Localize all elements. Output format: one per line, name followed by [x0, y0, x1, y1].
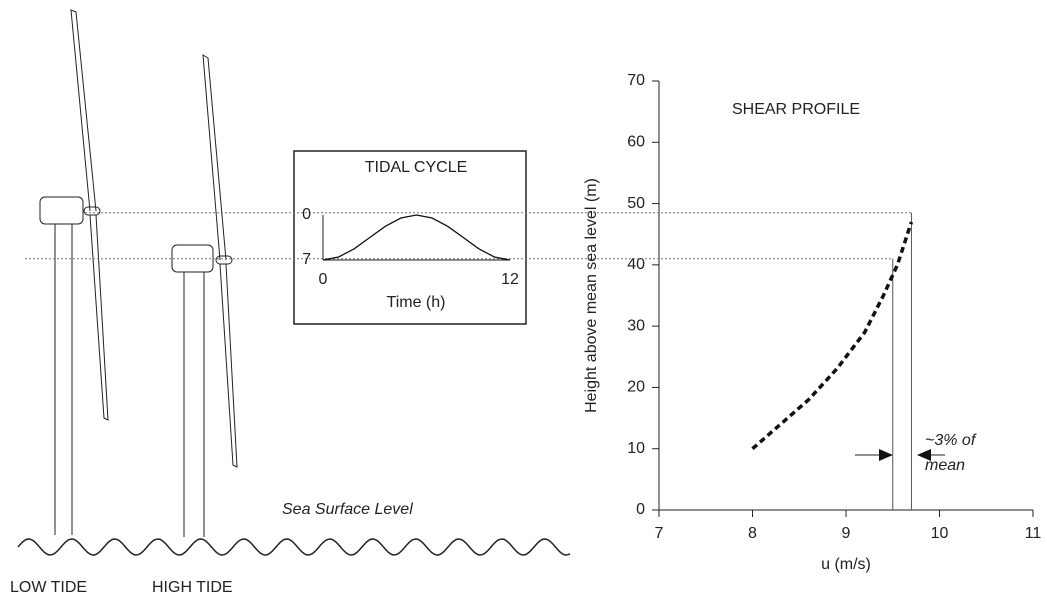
- y-tick-label: 10: [627, 440, 645, 457]
- high-tide-turbine: [171, 54, 238, 537]
- x-tick-label: 12: [501, 271, 519, 288]
- y-tick-label: 20: [627, 379, 645, 396]
- inset-title: TIDAL CYCLE: [365, 159, 468, 176]
- x-axis-label: u (m/s): [821, 556, 871, 573]
- y-axis-label: Height above mean sea level (m): [583, 178, 600, 413]
- low-tide-turbine: [39, 9, 109, 535]
- y-tick-label: 40: [627, 256, 645, 273]
- y-tick-label: 60: [627, 134, 645, 151]
- inset-x-label: Time (h): [387, 294, 446, 311]
- y-tick-label: 0: [302, 206, 311, 223]
- sea-waves: [17, 538, 571, 556]
- tidal-inset-box: [293, 150, 527, 325]
- y-tick-label: 30: [627, 317, 645, 334]
- sea-surface-label: Sea Surface Level: [282, 501, 413, 518]
- annotation: mean: [925, 457, 965, 474]
- x-tick-label: 10: [931, 525, 949, 542]
- y-tick-label: 50: [627, 195, 645, 212]
- y-tick-label: 0: [636, 501, 645, 518]
- annotation-arrows: [855, 449, 945, 461]
- y-tick-label: 70: [627, 72, 645, 89]
- x-tick-label: 7: [655, 525, 664, 542]
- high-tide-label: HIGH TIDE: [152, 579, 233, 596]
- y-tick-label: 7: [302, 251, 311, 268]
- x-tick-label: 0: [319, 271, 328, 288]
- annotation: ~3% of: [925, 432, 977, 449]
- chart-title: SHEAR PROFILE: [732, 101, 860, 118]
- x-tick-label: 9: [842, 525, 851, 542]
- x-tick-label: 11: [1025, 525, 1042, 542]
- x-tick-label: 8: [748, 525, 757, 542]
- series-line: [322, 214, 511, 261]
- low-tide-label: LOW TIDE: [10, 579, 87, 596]
- series-line: [751, 221, 914, 451]
